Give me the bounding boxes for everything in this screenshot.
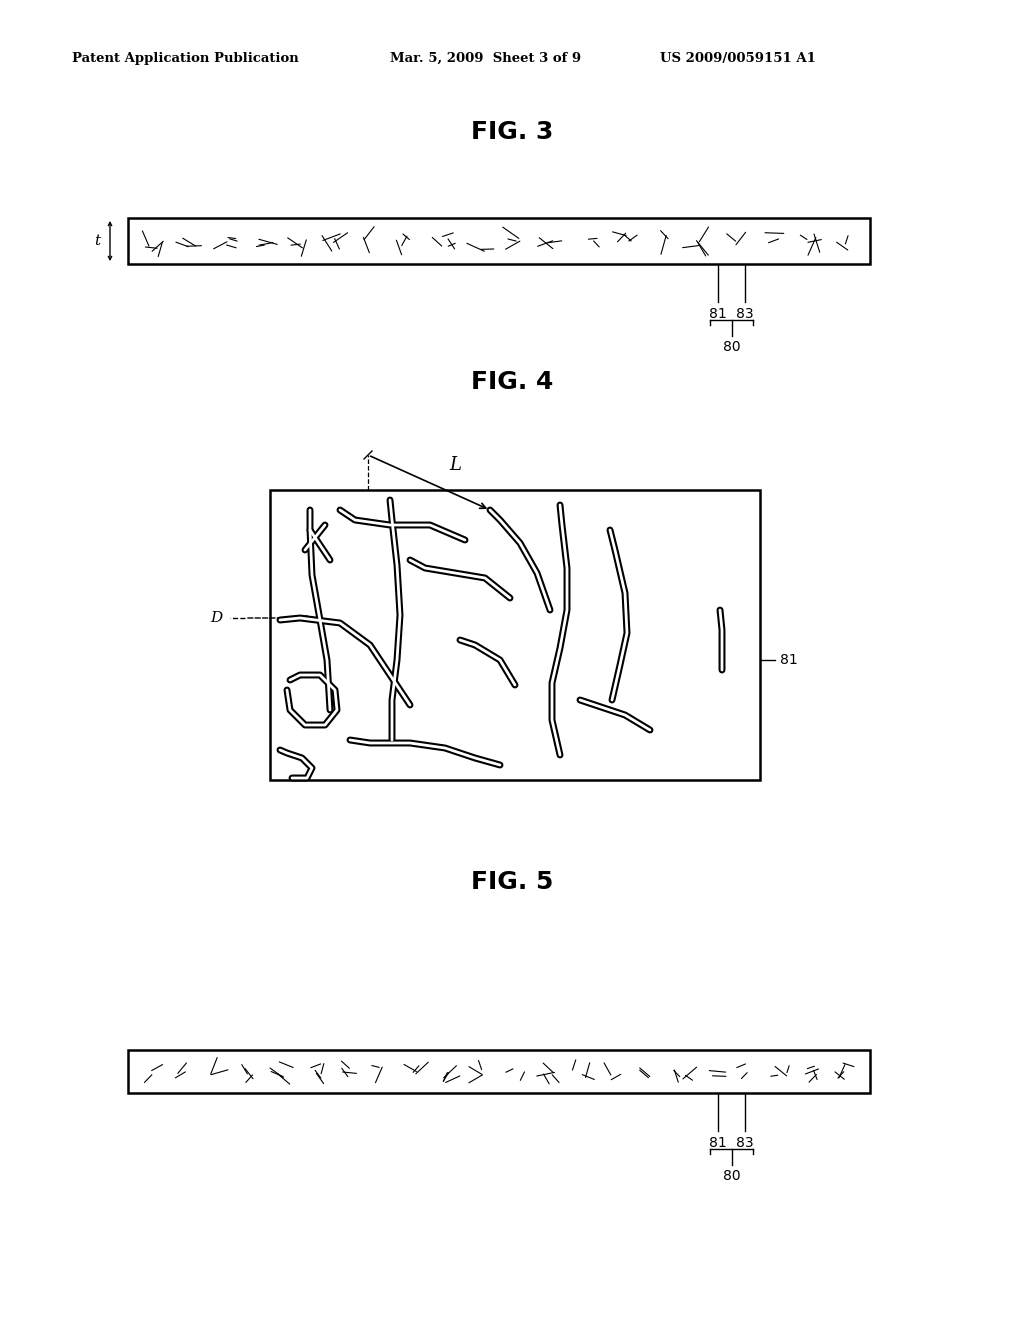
Text: D: D [210,611,222,624]
Text: 80: 80 [723,1170,740,1183]
Bar [128,1049,870,1093]
Text: L: L [449,455,461,474]
Text: FIG. 3: FIG. 3 [471,120,553,144]
Text: t: t [94,234,100,248]
Text: 83: 83 [736,308,754,321]
Text: 81: 81 [710,308,727,321]
Bar [128,218,870,264]
Text: Patent Application Publication: Patent Application Publication [72,51,299,65]
Text: 81: 81 [780,653,798,667]
Bar [270,490,760,780]
Text: FIG. 4: FIG. 4 [471,370,553,393]
Text: Mar. 5, 2009  Sheet 3 of 9: Mar. 5, 2009 Sheet 3 of 9 [390,51,582,65]
Text: 81: 81 [710,1137,727,1150]
Text: 80: 80 [723,341,740,354]
Text: FIG. 5: FIG. 5 [471,870,553,894]
Text: 83: 83 [736,1137,754,1150]
Text: US 2009/0059151 A1: US 2009/0059151 A1 [660,51,816,65]
